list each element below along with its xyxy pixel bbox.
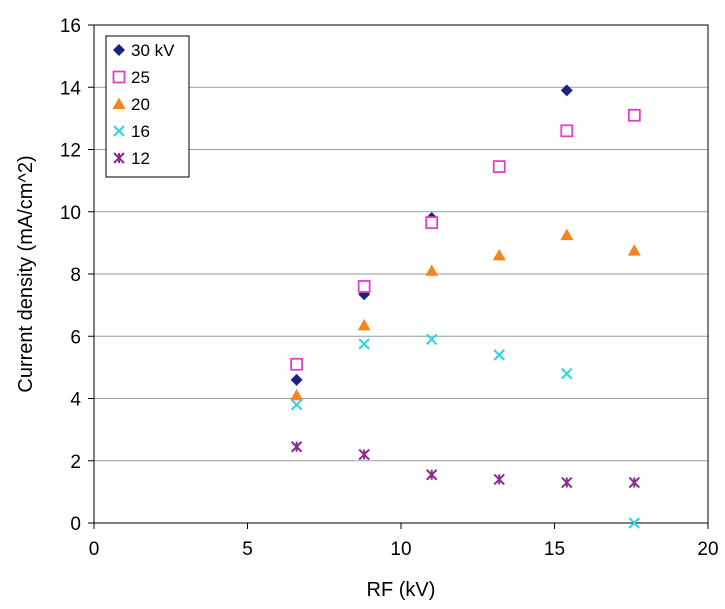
data-point — [628, 476, 641, 489]
y-tick-label: 8 — [70, 265, 81, 286]
data-point — [561, 367, 573, 380]
grid-lines — [94, 86, 708, 462]
data-point — [425, 264, 439, 276]
y-tick-label: 10 — [60, 203, 81, 224]
data-point — [290, 398, 303, 411]
y-axis-title: Current density (mA/cm^2) — [15, 155, 37, 392]
data-point — [290, 373, 303, 386]
legend-label: 12 — [131, 149, 150, 168]
data-point — [628, 517, 641, 529]
y-tick-label: 16 — [60, 16, 81, 37]
data-point — [561, 476, 573, 489]
data-point — [560, 84, 573, 97]
legend-marker — [112, 97, 126, 109]
data-point — [560, 124, 574, 138]
data-point — [560, 228, 574, 241]
legend-marker — [113, 125, 125, 137]
x-tick-label: 10 — [390, 539, 411, 560]
data-point — [425, 469, 438, 481]
x-tick-label: 20 — [697, 539, 718, 560]
data-points — [290, 84, 641, 529]
data-point — [425, 216, 439, 230]
y-tick-label: 2 — [70, 452, 81, 473]
data-point — [357, 280, 371, 293]
data-point — [290, 357, 304, 371]
data-point — [425, 333, 438, 346]
legend: 30 kV 25 20 16 12 — [105, 35, 190, 178]
legend-label: 16 — [131, 122, 150, 141]
legend-label: 25 — [131, 68, 150, 87]
legend-marker — [113, 152, 125, 164]
data-point — [493, 349, 506, 361]
y-tick-label: 4 — [70, 390, 81, 411]
data-point — [290, 441, 303, 453]
data-point — [358, 338, 370, 350]
x-axis-title: RF (kV) — [367, 579, 436, 601]
data-point — [357, 318, 371, 331]
legend-label: 20 — [131, 95, 150, 114]
legend-marker — [113, 44, 125, 56]
y-tick-label: 6 — [70, 327, 81, 348]
data-point — [493, 473, 505, 486]
data-point — [492, 248, 506, 261]
legend-label: 30 kV — [131, 41, 175, 60]
x-tick-label: 5 — [242, 539, 253, 560]
data-point — [627, 244, 641, 256]
y-tick-label: 14 — [60, 78, 82, 99]
x-tick-label: 0 — [89, 539, 100, 560]
legend-marker — [112, 70, 126, 84]
data-point — [492, 160, 506, 174]
x-tick-label: 15 — [544, 539, 565, 560]
axis-ticks: 0 2 4 6 8 10 12 14 16 0 5 10 15 20 — [60, 16, 719, 560]
data-point — [627, 108, 641, 122]
y-tick-label: 12 — [60, 141, 81, 162]
data-point — [290, 388, 304, 401]
y-tick-label: 0 — [70, 514, 81, 535]
data-point — [358, 448, 370, 461]
